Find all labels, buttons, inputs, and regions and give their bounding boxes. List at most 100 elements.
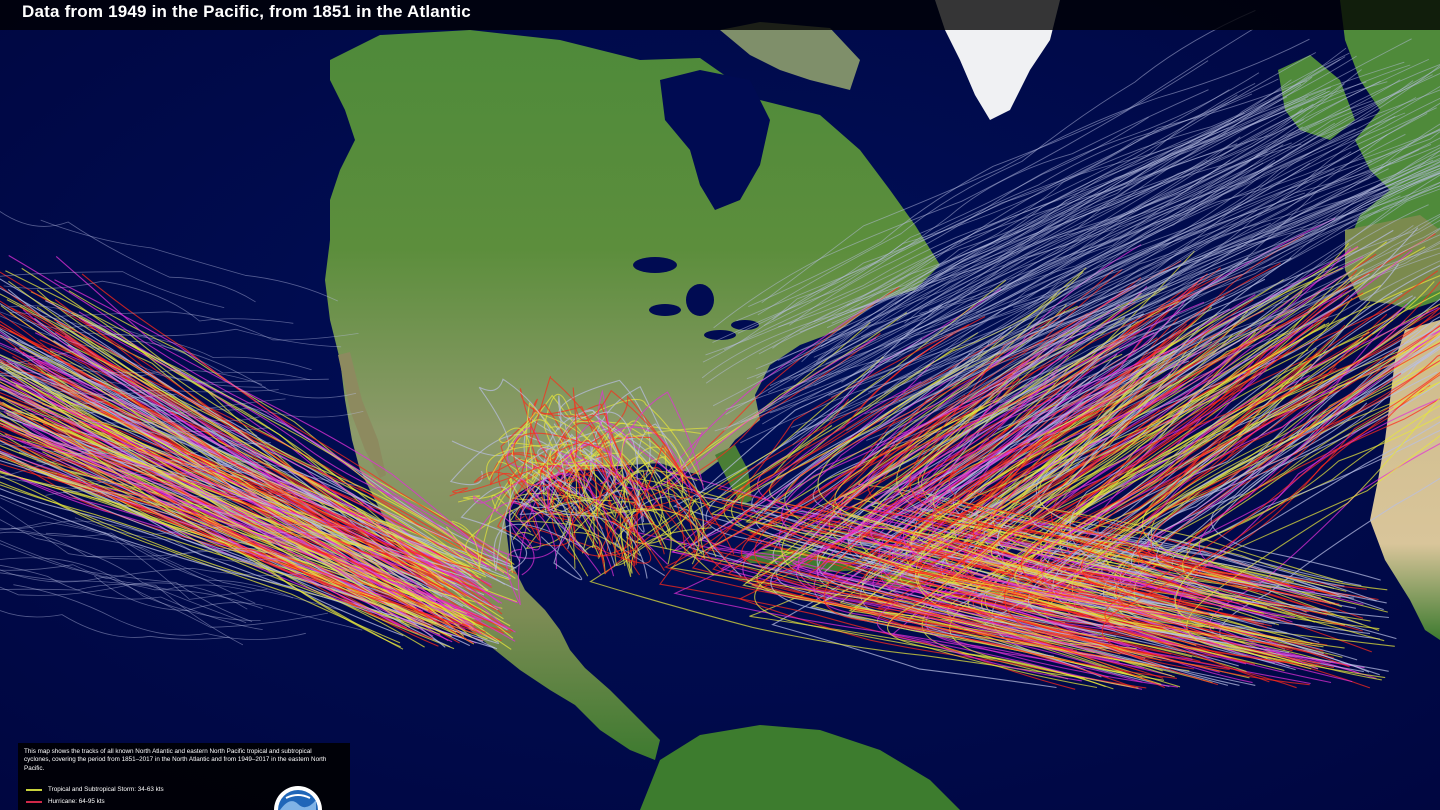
storm-track <box>1047 240 1440 426</box>
storm-track <box>846 160 1372 431</box>
legend-swatch-hurricane <box>26 800 42 803</box>
storm-track <box>525 459 644 550</box>
storm-track <box>60 325 357 399</box>
storm-track <box>56 363 491 571</box>
storm-track <box>473 457 604 530</box>
storm-track <box>79 458 364 528</box>
storm-track <box>529 433 632 529</box>
storm-track <box>745 352 1156 620</box>
storm-track <box>869 381 1321 664</box>
noaa-logo <box>274 786 322 810</box>
storm-track <box>1014 319 1394 646</box>
storm-track <box>1056 292 1403 609</box>
storm-track <box>1012 165 1440 375</box>
storm-track <box>71 312 515 566</box>
storm-track <box>1004 371 1297 689</box>
storm-track <box>1024 161 1440 360</box>
storm-track <box>887 330 1288 689</box>
storm-track <box>50 382 331 488</box>
storm-track <box>997 227 1440 430</box>
storm-track <box>755 159 1208 370</box>
storm-track <box>1186 397 1440 679</box>
storm-track <box>757 9 1256 316</box>
storm-track <box>784 128 1310 392</box>
storm-track <box>761 38 1310 304</box>
storm-track <box>498 411 617 486</box>
storm-track <box>525 402 587 508</box>
storm-track <box>0 450 253 511</box>
storm-track <box>746 112 1245 380</box>
storm-track <box>68 448 358 487</box>
storm-track <box>0 610 230 640</box>
storm-track <box>955 85 1440 326</box>
storm-track <box>486 419 578 495</box>
storm-track <box>925 324 1314 678</box>
storm-track <box>976 269 1358 607</box>
storm-track <box>0 367 253 458</box>
storm-track <box>7 305 342 348</box>
storm-track <box>0 336 231 464</box>
storm-track <box>543 393 653 475</box>
storm-track <box>781 347 1121 655</box>
storm-track <box>1024 247 1440 429</box>
storm-track <box>581 487 672 565</box>
storm-track <box>0 305 487 578</box>
storm-track <box>789 72 1260 326</box>
storm-track <box>551 466 701 527</box>
storm-track <box>792 162 1311 446</box>
storm-track <box>972 340 1273 627</box>
storm-track <box>0 271 225 308</box>
storm-track <box>21 267 479 578</box>
storm-track <box>1042 188 1440 420</box>
storm-track <box>1019 174 1440 428</box>
storm-track <box>0 475 441 635</box>
iberia <box>1345 215 1440 305</box>
storm-track <box>22 351 483 621</box>
storm-track <box>94 575 363 631</box>
storm-track <box>45 490 358 530</box>
storm-track <box>0 389 260 422</box>
storm-track <box>989 154 1440 390</box>
storm-track <box>940 64 1440 336</box>
storm-track <box>1081 307 1440 597</box>
storm-track <box>8 280 451 590</box>
storm-track <box>0 285 483 561</box>
legend-item-hurricane: Hurricane: 64-95 kts <box>26 797 105 806</box>
storm-track <box>68 345 482 635</box>
storm-track <box>0 582 248 610</box>
storm-track <box>473 478 602 576</box>
storm-track <box>1020 270 1439 616</box>
storm-track <box>841 81 1388 383</box>
storm-track <box>754 356 1111 643</box>
storm-track <box>919 80 1414 315</box>
storm-track <box>1000 172 1440 404</box>
storm-track <box>949 172 1440 372</box>
storm-track <box>0 210 256 303</box>
storm-track <box>0 434 427 577</box>
florida-peninsula <box>715 445 752 505</box>
storm-track <box>0 430 434 640</box>
storm-track <box>0 366 446 648</box>
storm-track <box>9 311 311 381</box>
storm-track <box>830 317 1259 593</box>
storm-track <box>1101 371 1440 686</box>
storm-track <box>0 557 261 622</box>
storm-track <box>1133 371 1440 658</box>
storm-track <box>1013 131 1440 308</box>
storm-track <box>0 422 458 578</box>
storm-track <box>0 519 247 624</box>
storm-track <box>1047 260 1440 436</box>
storm-tracks <box>0 9 1440 690</box>
storm-track <box>0 395 471 622</box>
storm-track <box>0 506 259 560</box>
storm-track <box>8 338 446 564</box>
storm-track <box>30 424 510 630</box>
storm-track <box>0 456 455 650</box>
storm-track <box>875 143 1432 400</box>
storm-track <box>36 460 358 544</box>
storm-track <box>0 564 263 630</box>
storm-track <box>870 107 1437 364</box>
storm-track <box>0 521 256 604</box>
storm-track <box>54 319 486 562</box>
storm-track <box>723 159 1231 431</box>
